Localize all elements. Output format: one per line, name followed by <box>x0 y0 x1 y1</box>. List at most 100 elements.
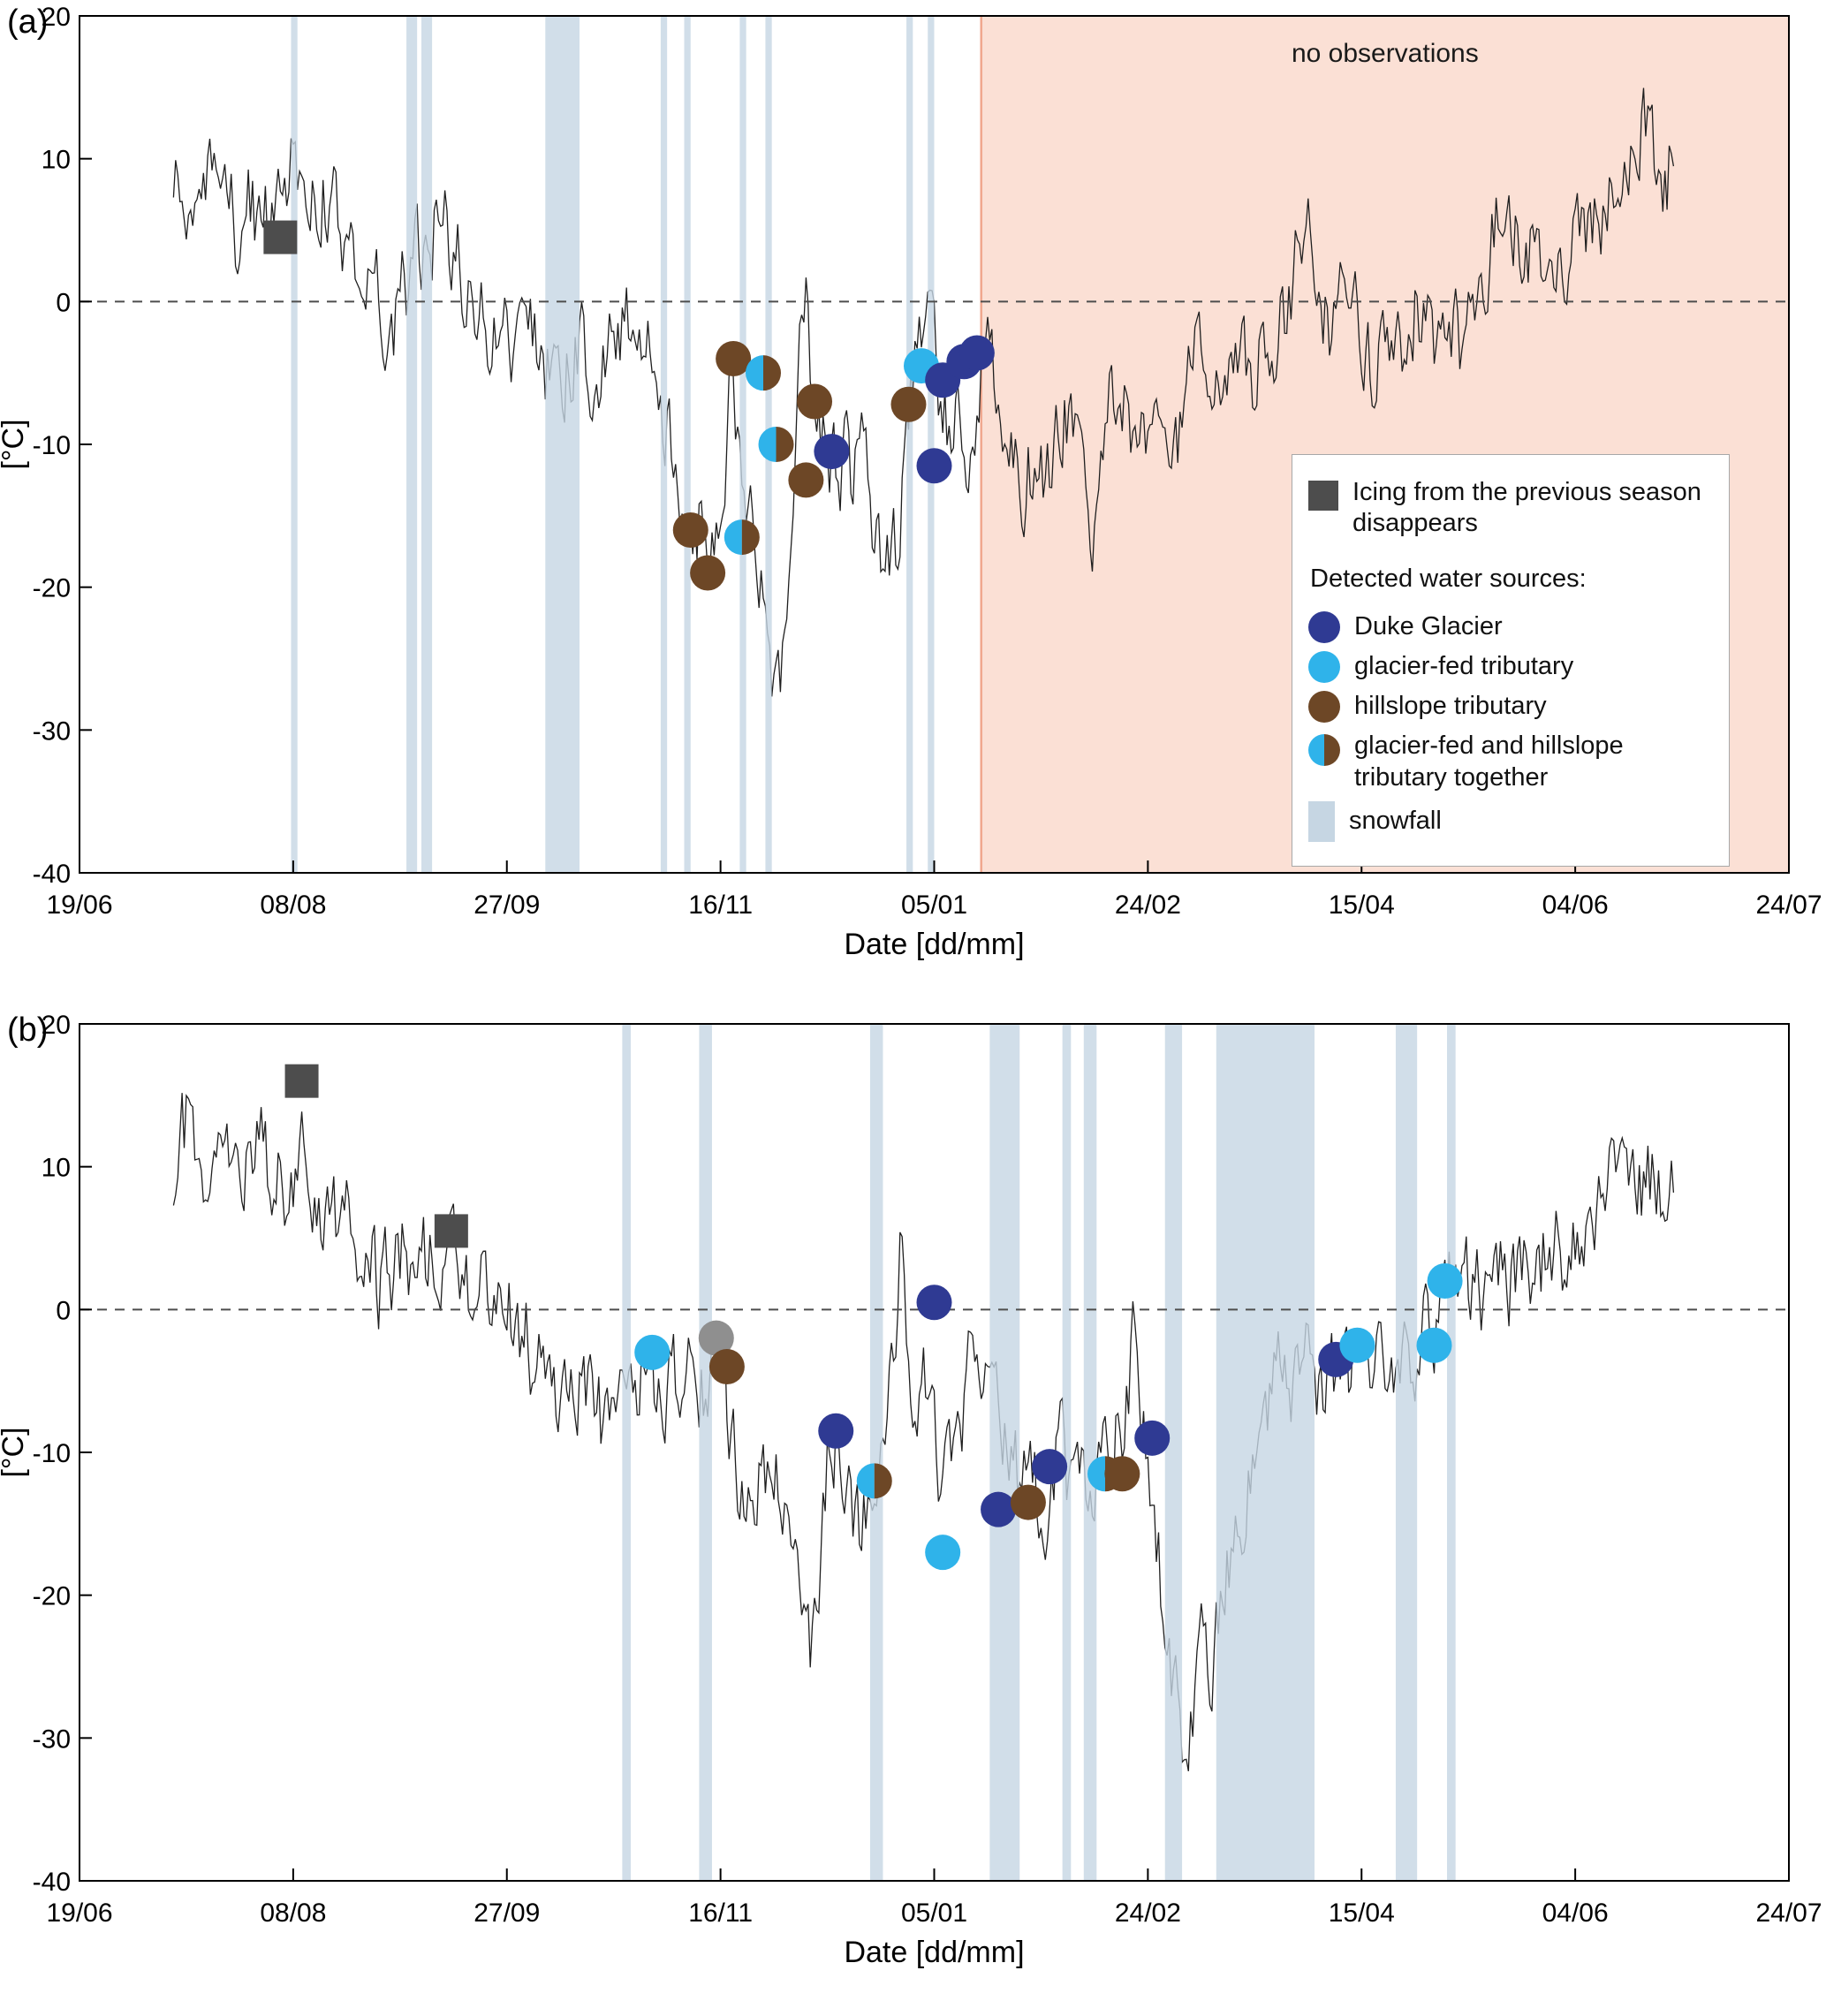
snowfall-band <box>1395 1024 1418 1881</box>
y-tick-label: -40 <box>33 1868 71 1897</box>
water-source-marker-combined <box>746 355 781 391</box>
snowfall-band <box>622 1024 632 1881</box>
panel-b: (b) 19/06 08/08 27/09 16/11 05/01 24/02 15/04 0… <box>0 1008 1826 2016</box>
y-tick-label: -40 <box>33 860 71 889</box>
snowfall-band <box>739 16 746 873</box>
y-tick-label: 20 <box>42 3 71 32</box>
legend-row-hillslope: hillslope tributary <box>1308 691 1713 724</box>
water-source-marker-hillslope-tributary <box>797 383 833 420</box>
no-observations-label: no observations <box>1292 39 1479 68</box>
snowfall-band <box>906 16 913 873</box>
glacier-fed-legend-label: glacier-fed tributary <box>1354 652 1574 681</box>
y-tick-label: 0 <box>56 1296 71 1325</box>
water-source-marker-duke-glacier <box>1134 1420 1171 1456</box>
y-tick-label: -30 <box>33 716 71 746</box>
water-source-marker-combined <box>856 1463 892 1499</box>
water-source-marker-glacier-fed-tributary <box>634 1334 671 1370</box>
x-tick-label: 16/11 <box>688 891 753 920</box>
combined-half-dot-swatch <box>1308 734 1340 767</box>
snowfall-band <box>1083 1024 1097 1881</box>
water-source-marker-duke-glacier <box>981 1491 1017 1527</box>
hillslope-legend-label: hillslope tributary <box>1354 692 1547 721</box>
snowfall-band <box>421 16 433 873</box>
glacier-fed-dot-swatch <box>1308 651 1340 684</box>
duke-glacier-dot-swatch <box>1308 611 1340 644</box>
snowfall-band <box>1164 1024 1183 1881</box>
water-source-marker-glacier-fed-tributary <box>1427 1263 1463 1299</box>
x-tick-label: 04/06 <box>1542 1899 1609 1928</box>
water-source-marker-glacier-fed-tributary <box>1416 1327 1452 1363</box>
water-source-marker-hillslope-tributary <box>1010 1484 1046 1520</box>
legend-row-snowfall: snowfall <box>1308 800 1713 842</box>
water-source-marker-duke-glacier <box>818 1413 854 1449</box>
x-tick-label: 15/04 <box>1329 891 1395 920</box>
x-tick-label: 24/07 <box>1755 1899 1822 1928</box>
legend-row-icing: Icing from the previous season disappear… <box>1308 477 1713 540</box>
panel-a-label: (a) <box>7 4 49 41</box>
icing-legend-label: Icing from the previous season disappear… <box>1352 478 1701 538</box>
temperature-line <box>172 1093 1675 1772</box>
hillslope-dot-swatch <box>1308 691 1340 724</box>
water-source-marker-combined <box>758 427 794 462</box>
water-source-marker-duke-glacier <box>1032 1449 1068 1485</box>
snowfall-band <box>928 16 935 873</box>
x-tick-label: 19/06 <box>46 891 112 920</box>
water-source-marker-hillslope-tributary <box>1104 1456 1140 1492</box>
x-tick-label: 24/02 <box>1115 891 1181 920</box>
snowfall-band <box>1062 1024 1072 1881</box>
x-tick-label: 27/09 <box>474 891 540 920</box>
snowfall-band-swatch <box>1308 800 1335 842</box>
y-axis-label: [°C] <box>0 1427 30 1477</box>
y-tick-label: 10 <box>42 146 71 175</box>
y-tick-label: 10 <box>42 1154 71 1183</box>
axis-frame <box>79 1023 1790 1882</box>
icing-marker <box>263 220 298 254</box>
water-source-marker-combined <box>724 519 760 556</box>
y-tick-label: -30 <box>33 1724 71 1754</box>
temperature-chart-b: 19/06 08/08 27/09 16/11 05/01 24/02 15/04 04/06… <box>0 1011 1822 1969</box>
temperature-chart-a: 19/06 08/08 27/09 16/11 05/01 24/02 15/04 04/06… <box>0 3 1822 961</box>
water-source-marker-glacier-fed-tributary <box>1339 1327 1375 1363</box>
snowfall-band <box>291 16 298 873</box>
icing-square-swatch <box>1308 481 1338 511</box>
x-tick-label: 16/11 <box>688 1899 753 1928</box>
x-tick-label: 24/07 <box>1755 891 1822 920</box>
water-source-marker-hillslope-tributary <box>708 1349 745 1384</box>
legend-header: Detected water sources: <box>1310 564 1587 593</box>
snowfall-band <box>545 16 580 873</box>
y-tick-label: -10 <box>33 1439 71 1468</box>
y-axis-label: [°C] <box>0 419 30 469</box>
snowfall-band <box>660 16 668 873</box>
water-source-marker-glacier-fed-tributary <box>925 1535 961 1571</box>
snowfall-band <box>406 16 418 873</box>
snowfall-band <box>1216 1024 1315 1881</box>
water-source-marker-duke-glacier <box>916 1285 952 1321</box>
icing-marker <box>434 1214 468 1248</box>
legend: Icing from the previous season disappear… <box>1292 454 1730 867</box>
x-tick-label: 05/01 <box>901 891 967 920</box>
legend-row-combined: glacier-fed and hillslope tributary toge… <box>1308 731 1713 793</box>
water-source-marker-hillslope-tributary <box>716 341 752 376</box>
snowfall-band <box>989 1024 1020 1881</box>
water-source-marker-hillslope-tributary <box>672 512 708 548</box>
x-tick-label: 19/06 <box>46 1899 112 1928</box>
water-source-marker-hillslope-tributary <box>890 386 927 422</box>
snowfall-band <box>869 1024 883 1881</box>
icing-marker <box>284 1064 319 1098</box>
y-tick-label: -20 <box>33 574 71 603</box>
x-tick-label: 08/08 <box>260 891 326 920</box>
panel-a: (a) 19/06 08/08 27/09 16/11 05/01 24/02 15/04 0… <box>0 3 1822 961</box>
y-tick-label: -20 <box>33 1582 71 1611</box>
snowfall-band <box>699 1024 712 1881</box>
water-source-marker-duke-glacier <box>916 448 952 484</box>
legend-row-duke-glacier: Duke Glacier <box>1308 611 1713 644</box>
water-source-marker-hillslope-tributary <box>788 462 824 498</box>
snowfall-band <box>684 16 691 873</box>
x-tick-label: 08/08 <box>260 1899 326 1928</box>
combined-legend-label: glacier-fed and hillslope tributary toge… <box>1354 731 1624 792</box>
x-tick-label: 05/01 <box>901 1899 967 1928</box>
water-source-marker-duke-glacier <box>814 434 850 470</box>
duke-glacier-legend-label: Duke Glacier <box>1354 612 1503 641</box>
water-source-marker-undetermined <box>698 1320 734 1356</box>
